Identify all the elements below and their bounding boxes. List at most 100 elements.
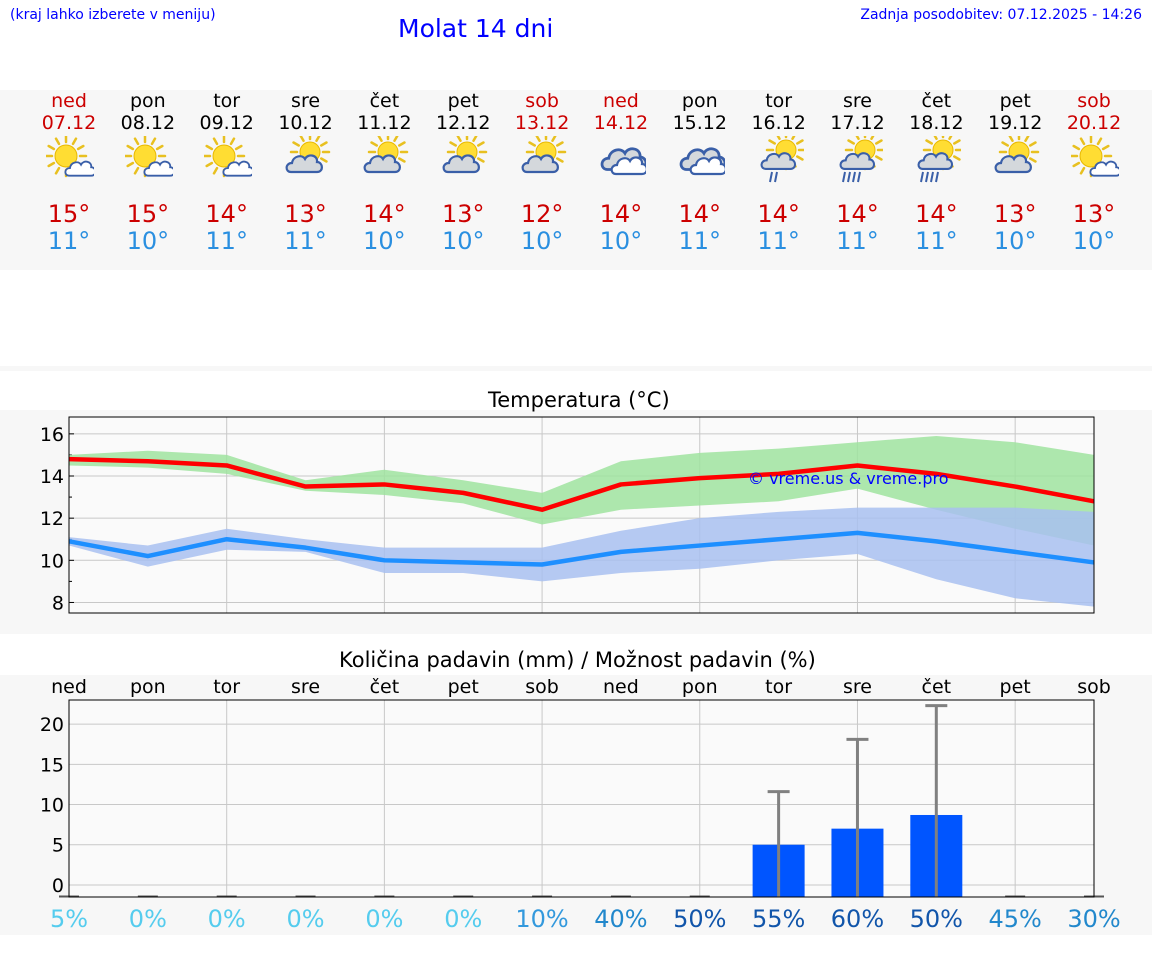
day-name: čet bbox=[921, 90, 952, 112]
sun-cloud-icon bbox=[124, 136, 173, 178]
precip-chance-label: 60% bbox=[831, 905, 884, 933]
y-tick-label: 14 bbox=[40, 466, 64, 488]
day-column: ned 07.12 15° 11° bbox=[29, 90, 109, 270]
max-temperature: 13° bbox=[1072, 200, 1116, 228]
last-updated: Zadnja posodobitev: 07.12.2025 - 14:26 bbox=[860, 7, 1142, 23]
precip-chance-label: 45% bbox=[988, 905, 1041, 933]
day-column: sre 17.12 14° 11° bbox=[818, 90, 898, 270]
day-column: sre 10.12 13° 11° bbox=[266, 90, 346, 270]
max-temperature: 15° bbox=[126, 200, 170, 228]
precip-chance-label: 50% bbox=[673, 905, 726, 933]
day-column: pon 08.12 15° 10° bbox=[108, 90, 188, 270]
y-tick-label: 10 bbox=[40, 795, 64, 817]
day-name: pet bbox=[999, 90, 1031, 112]
min-temperature: 10° bbox=[363, 227, 406, 255]
series-band-max bbox=[69, 435, 1094, 546]
min-temperature: 11° bbox=[836, 227, 879, 255]
day-date: 18.12 bbox=[909, 112, 964, 134]
series-line-min bbox=[68, 530, 1095, 567]
x-category-label: ned bbox=[603, 676, 639, 698]
y-tick-label: 12 bbox=[40, 508, 64, 530]
precip-chance-label: 50% bbox=[910, 905, 963, 933]
y-tick-label: 10 bbox=[40, 550, 64, 572]
cloud-sun-icon bbox=[994, 136, 1040, 174]
min-temperature: 11° bbox=[205, 227, 248, 255]
y-tick-label: 20 bbox=[40, 714, 64, 736]
cloud-sun-rain-icon bbox=[917, 136, 962, 183]
precip-chance-label: 0% bbox=[286, 905, 324, 933]
series-line-max bbox=[68, 456, 1095, 512]
cloud-sun-icon bbox=[521, 136, 567, 174]
max-temperature: 14° bbox=[678, 200, 722, 228]
max-temperature: 14° bbox=[915, 200, 958, 228]
day-date: 17.12 bbox=[830, 112, 885, 134]
max-temperature: 14° bbox=[757, 200, 800, 228]
day-date: 08.12 bbox=[120, 112, 176, 134]
cloudy-icon bbox=[679, 147, 725, 176]
min-temperature: 10° bbox=[126, 227, 170, 255]
day-name: pon bbox=[681, 90, 718, 112]
day-column: čet 18.12 14° 11° bbox=[896, 90, 976, 270]
day-name: sob bbox=[525, 90, 559, 112]
day-name: čet bbox=[369, 90, 400, 112]
x-category-label: tor bbox=[765, 676, 792, 698]
x-category-label: pet bbox=[448, 676, 479, 698]
min-temperature: 11° bbox=[678, 227, 722, 255]
max-temperature: 15° bbox=[47, 200, 91, 228]
day-column: sob 13.12 12° 10° bbox=[502, 90, 582, 270]
max-temperature: 14° bbox=[205, 200, 248, 228]
day-date: 11.12 bbox=[357, 112, 412, 134]
x-category-label: čet bbox=[370, 676, 400, 698]
cloudy-icon bbox=[600, 147, 646, 176]
min-temperature: 10° bbox=[993, 227, 1037, 255]
day-date: 07.12 bbox=[41, 112, 97, 134]
day-column: ned 14.12 14° 10° bbox=[581, 90, 661, 270]
day-date: 16.12 bbox=[751, 112, 806, 134]
x-category-label: tor bbox=[213, 676, 240, 698]
precipitation-chart-title: Količina padavin (mm) / Možnost padavin … bbox=[339, 648, 816, 672]
precip-chance-label: 5% bbox=[50, 905, 88, 933]
sun-cloud-icon bbox=[1071, 136, 1120, 178]
day-name: ned bbox=[603, 90, 639, 112]
day-name: pet bbox=[447, 90, 479, 112]
x-category-label: pon bbox=[130, 676, 166, 698]
x-category-label: sob bbox=[1077, 676, 1111, 698]
location-hint: (kraj lahko izberete v meniju) bbox=[10, 7, 216, 23]
max-temperature: 14° bbox=[836, 200, 879, 228]
min-temperature: 10° bbox=[441, 227, 485, 255]
x-category-label: pon bbox=[682, 676, 718, 698]
day-name: ned bbox=[51, 90, 87, 112]
precip-chance-label: 0% bbox=[208, 905, 246, 933]
day-date: 10.12 bbox=[278, 112, 333, 134]
day-date: 13.12 bbox=[514, 112, 570, 134]
day-column: sob 20.12 13° 10° bbox=[1054, 90, 1134, 270]
day-date: 14.12 bbox=[593, 112, 649, 134]
day-name: sre bbox=[291, 90, 321, 112]
cloud-sun-rain-icon bbox=[839, 136, 883, 183]
precip-chance-label: 40% bbox=[594, 905, 647, 933]
x-category-label: čet bbox=[922, 676, 952, 698]
x-category-label: sre bbox=[843, 676, 872, 698]
day-name: tor bbox=[765, 90, 793, 112]
min-temperature: 11° bbox=[757, 227, 800, 255]
day-column: pet 19.12 13° 10° bbox=[975, 90, 1055, 270]
day-date: 15.12 bbox=[672, 112, 727, 134]
day-column: pet 12.12 13° 10° bbox=[423, 90, 503, 270]
day-name: sob bbox=[1077, 90, 1111, 112]
cloud-sun-icon bbox=[363, 136, 409, 174]
temperature-chart-title: Temperatura (°C) bbox=[488, 388, 670, 412]
precip-chance-label: 0% bbox=[129, 905, 167, 933]
copyright-annotation: © vreme.us & vreme.pro bbox=[748, 469, 949, 488]
y-tick-label: 15 bbox=[40, 754, 64, 776]
temperature-plot-frame bbox=[68, 416, 1095, 614]
precipitation-plot-frame bbox=[68, 699, 1095, 898]
day-column: čet 11.12 14° 10° bbox=[344, 90, 424, 270]
max-temperature: 14° bbox=[363, 200, 406, 228]
max-temperature: 13° bbox=[284, 200, 327, 228]
y-tick-label: 8 bbox=[52, 592, 64, 614]
sun-cloud-icon bbox=[46, 136, 94, 178]
x-category-label: pet bbox=[1000, 676, 1031, 698]
precip-chance-label: 10% bbox=[515, 905, 568, 933]
x-category-label: ned bbox=[51, 676, 87, 698]
